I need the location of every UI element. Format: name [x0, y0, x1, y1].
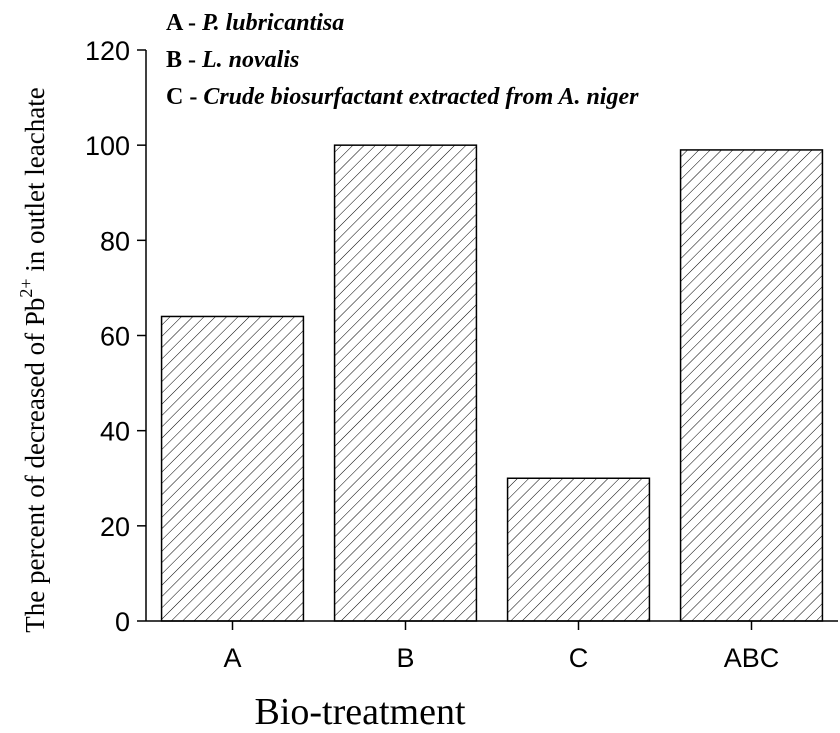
annotation: B - L. novalis [166, 47, 299, 73]
x-tick-label: B [396, 643, 414, 673]
bar [679, 149, 824, 622]
y-tick-label: 100 [85, 131, 130, 161]
x-tick-label: A [223, 643, 241, 673]
annotation-label: B - [166, 47, 196, 73]
bar [506, 477, 651, 622]
y-tick-label: 40 [100, 417, 130, 447]
annotation-name: L. novalis [201, 47, 299, 73]
y-tick-label: 0 [115, 607, 130, 637]
annotation: A - P. lubricantisa [166, 10, 344, 36]
x-axis-label: Bio-treatment [254, 691, 465, 733]
y-tick-label: 120 [85, 36, 130, 66]
y-tick-label: 60 [100, 322, 130, 352]
annotation-name: P. lubricantisa [201, 10, 344, 36]
x-tick-label: ABC [724, 643, 780, 673]
y-label-end: in outlet leachate [20, 87, 50, 278]
x-tick-label: C [569, 643, 589, 673]
annotation-name: Crude biosurfactant extracted from A. ni… [203, 84, 639, 110]
bar [160, 315, 305, 622]
annotation-label: C - [166, 84, 197, 110]
y-tick-label: 20 [100, 512, 130, 542]
bar [333, 144, 478, 622]
annotation-label: A - [166, 10, 196, 36]
y-label-sup: 2+ [16, 278, 36, 297]
y-tick-label: 80 [100, 226, 130, 256]
annotation: C - Crude biosurfactant extracted from A.… [166, 84, 639, 110]
y-axis-label: The percent of decreased of Pb2+ in outl… [16, 87, 50, 632]
y-label-main: The percent of decreased of Pb [20, 298, 50, 633]
